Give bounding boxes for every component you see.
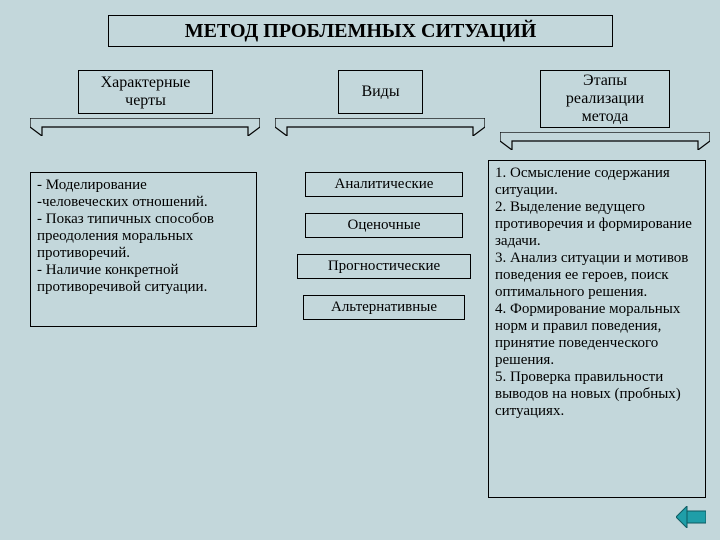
type-box-1: Оценочные bbox=[305, 213, 463, 238]
arrow-bar-middle bbox=[275, 118, 485, 132]
left-column-body: - Моделирование -человеческих отношений.… bbox=[30, 172, 257, 327]
header-middle: Виды bbox=[338, 70, 423, 114]
header-right: Этапы реализации метода bbox=[540, 70, 670, 128]
nav-back-icon[interactable] bbox=[676, 506, 706, 528]
arrow-bar-right bbox=[500, 132, 710, 146]
arrow-bar-left bbox=[30, 118, 260, 132]
header-left: Характерные черты bbox=[78, 70, 213, 114]
type-box-0: Аналитические bbox=[305, 172, 463, 197]
type-box-3: Альтернативные bbox=[303, 295, 465, 320]
diagram-title: МЕТОД ПРОБЛЕМНЫХ СИТУАЦИЙ bbox=[108, 15, 613, 47]
right-column-body: 1. Осмысление содержания ситуации. 2. Вы… bbox=[488, 160, 706, 498]
type-box-2: Прогностические bbox=[297, 254, 471, 279]
